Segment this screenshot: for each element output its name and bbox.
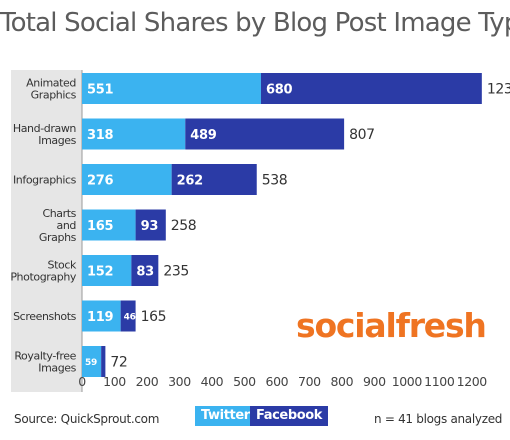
bar-segment-facebook [101, 346, 106, 377]
chart-title: Total Social Shares by Blog Post Image T… [0, 8, 510, 38]
category-label: Charts and Graphs [39, 207, 77, 244]
segment-value-label: 165 [87, 219, 113, 234]
bar-segment-twitter [82, 73, 261, 104]
x-tick-label: 200 [136, 374, 159, 389]
category-label: Stock Photography [10, 259, 77, 284]
segment-value-label: 46 [124, 313, 136, 323]
segment-value-label: 93 [141, 219, 159, 234]
category-label: Screenshots [13, 310, 77, 323]
x-tick-label: 500 [233, 374, 256, 389]
bar-segment-twitter [82, 164, 172, 195]
x-tick-label: 1100 [424, 374, 455, 389]
x-tick-label: 400 [201, 374, 224, 389]
total-value-label: 72 [110, 355, 127, 371]
total-value-label: 538 [262, 173, 288, 189]
segment-value-label: 262 [177, 174, 203, 189]
category-label: Animated Graphics [26, 77, 77, 102]
bar-segment-twitter [82, 300, 121, 332]
total-value-label: 258 [171, 218, 197, 234]
bar-segment-twitter [82, 346, 102, 377]
legend-facebook: Facebook [250, 406, 329, 426]
segment-value-label: 551 [87, 83, 113, 98]
total-value-label: 1231 [487, 82, 510, 98]
bar-segment-facebook [260, 73, 482, 104]
socialfresh-logo: socialfresh [296, 306, 487, 345]
segment-value-label: 680 [266, 83, 292, 98]
segment-value-label: 59 [85, 358, 97, 368]
bar-segment-facebook [171, 164, 257, 195]
segment-value-label: 489 [190, 128, 216, 143]
x-tick-label: 300 [168, 374, 191, 389]
x-tick-label: 800 [331, 374, 354, 389]
total-value-label: 165 [141, 309, 167, 325]
bar-segment-facebook [131, 255, 159, 286]
category-label: Hand-drawn Images [13, 122, 77, 147]
x-tick-label: 1000 [392, 374, 423, 389]
segment-value-label: 152 [87, 265, 113, 280]
bar-segment-twitter [82, 118, 186, 150]
x-tick-label: 900 [363, 374, 386, 389]
category-panel [11, 70, 82, 392]
x-tick-label: 100 [103, 374, 126, 389]
bar-segment-facebook [185, 118, 345, 150]
legend-twitter: Twitter [195, 406, 256, 426]
segment-value-label: 276 [87, 174, 113, 189]
x-tick-label: 600 [266, 374, 289, 389]
category-label: Royalty-free Images [14, 350, 76, 375]
x-tick-label: 0 [78, 374, 86, 389]
segment-value-label: 119 [87, 310, 113, 325]
segment-value-label: 318 [87, 128, 113, 143]
source-note: Source: QuickSprout.com [14, 412, 160, 426]
bar-segment-twitter [82, 209, 136, 241]
bar-segment-twitter [82, 255, 132, 286]
category-label: Infographics [13, 174, 77, 187]
sample-size-note: n = 41 blogs analyzed [374, 412, 503, 426]
total-value-label: 235 [163, 264, 189, 280]
bar-segment-facebook [120, 300, 136, 332]
segment-value-label: 83 [136, 265, 154, 280]
total-value-label: 807 [349, 127, 375, 143]
x-tick-label: 700 [298, 374, 321, 389]
bar-segment-facebook [135, 209, 166, 241]
x-tick-label: 1200 [457, 374, 488, 389]
